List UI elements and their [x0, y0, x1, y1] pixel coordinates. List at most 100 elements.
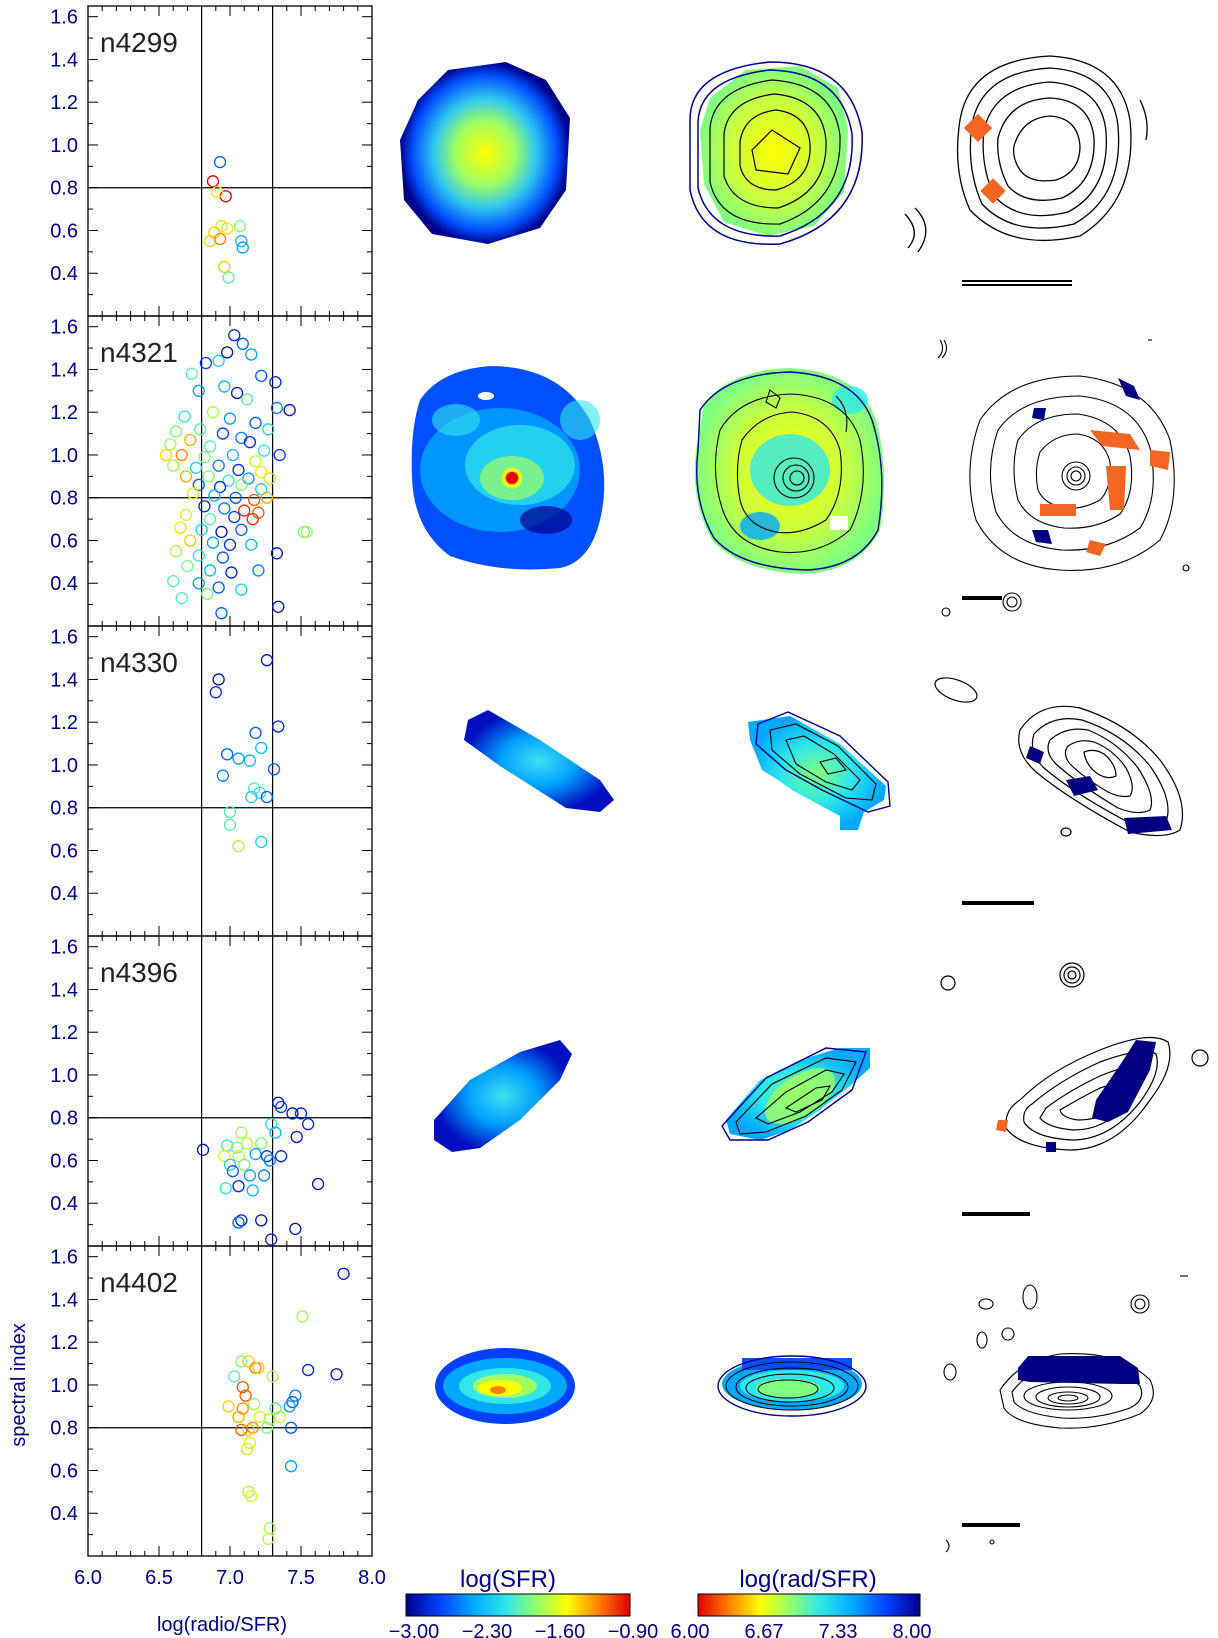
- steep-region-n4321b: [1106, 466, 1126, 510]
- data-point: [221, 222, 234, 235]
- data-point: [203, 235, 217, 248]
- data-point: [192, 478, 205, 492]
- data-point: [238, 504, 251, 517]
- data-point: [235, 1423, 248, 1437]
- data-point: [206, 536, 220, 549]
- contour-map-n4402: [943, 1275, 1188, 1553]
- galaxy-label: n4330: [100, 647, 178, 678]
- data-point: [215, 607, 228, 620]
- scatter-panel-n4299: 0.4 0.6 0.8 1.0 1.2 1.4 1.6 n4299: [50, 5, 373, 317]
- steep-region-n4396: [996, 1120, 1008, 1132]
- data-point: [265, 1117, 278, 1131]
- data-point: [294, 1107, 308, 1120]
- data-point: [246, 512, 259, 526]
- data-point: [235, 1355, 248, 1368]
- data-point: [289, 1222, 302, 1236]
- data-point: [232, 1150, 245, 1163]
- data-point: [229, 491, 242, 504]
- colorbar-radio-sfr-tick-3: 8.00: [893, 1621, 932, 1638]
- data-point: [266, 1370, 279, 1383]
- data-point: [230, 386, 244, 400]
- data-point: [184, 534, 197, 547]
- data-point: [202, 470, 215, 483]
- data-point: [245, 790, 258, 804]
- data-point: [245, 348, 258, 361]
- y-tick-label: 0.4: [50, 1503, 78, 1525]
- flat-region-n4321c: [1032, 408, 1046, 420]
- data-point: [232, 1179, 245, 1193]
- data-point: [257, 1169, 271, 1182]
- colorbar-sfr-label: log(SFR): [460, 1566, 556, 1593]
- y-tick-label: 0.8: [50, 798, 78, 820]
- data-point: [245, 1489, 258, 1503]
- colorbar-radio-sfr-tick-0: 6.00: [671, 1621, 710, 1638]
- data-point: [243, 1169, 257, 1182]
- data-point: [184, 433, 197, 447]
- y-tick-label: 1.6: [50, 7, 78, 29]
- data-point: [240, 1137, 254, 1150]
- data-point: [164, 438, 177, 451]
- data-point: [203, 564, 217, 577]
- data-point: [206, 175, 220, 188]
- y-tick-label: 1.0: [50, 135, 78, 157]
- colorbar-radio-sfr-tick-1: 6.67: [745, 1621, 784, 1638]
- data-point: [201, 587, 214, 601]
- data-point: [226, 448, 239, 462]
- data-point: [235, 523, 248, 536]
- data-point: [219, 1182, 232, 1195]
- data-point: [212, 673, 225, 686]
- scatter-panel-n4402: 0.4 0.6 0.8 1.0 1.2 1.4 1.6 n4402 6.0 6.5 7.0 7.5 8.…: [50, 1245, 386, 1589]
- radio-sfr-map-n4330: [748, 711, 891, 830]
- data-point: [284, 1460, 298, 1473]
- colorbar-sfr: log(SFR) −3.00 −2.30 −1.60 −0.90: [389, 1566, 659, 1638]
- data-point: [249, 1361, 262, 1375]
- data-point: [208, 489, 221, 502]
- data-point: [260, 654, 274, 667]
- steep-region-n4321a: [1090, 430, 1140, 450]
- data-point: [242, 472, 255, 485]
- data-point: [311, 1177, 325, 1191]
- data-point: [236, 1402, 249, 1415]
- data-point: [203, 512, 217, 526]
- galaxy-label: n4402: [100, 1267, 178, 1298]
- data-point: [232, 752, 245, 765]
- data-point: [192, 549, 205, 562]
- data-point: [223, 1158, 237, 1171]
- data-point: [236, 1380, 249, 1394]
- data-point: [223, 538, 237, 551]
- y-tick-label: 0.6: [50, 1150, 78, 1172]
- data-point: [206, 406, 220, 419]
- y-tick-label: 0.6: [50, 840, 78, 862]
- colorbar-sfr-tick-2: −1.60: [535, 1621, 586, 1638]
- data-point: [246, 1184, 259, 1197]
- data-point: [267, 763, 281, 776]
- data-point: [286, 1107, 299, 1120]
- data-point: [273, 1410, 286, 1424]
- data-point: [159, 448, 173, 462]
- data-point: [263, 472, 276, 485]
- data-point: [255, 483, 268, 496]
- sfr-map-n4321: [411, 366, 605, 570]
- data-point: [243, 754, 257, 767]
- data-point: [235, 478, 248, 492]
- sfr-map-n4330: [464, 710, 614, 812]
- y-tick-label: 1.4: [50, 669, 78, 691]
- flat-region-n4321b: [1032, 530, 1052, 544]
- data-point: [223, 818, 237, 831]
- data-point: [255, 835, 268, 849]
- data-point: [216, 769, 230, 782]
- data-point: [232, 463, 245, 477]
- data-point: [167, 574, 180, 588]
- contour-map-n4396: [940, 962, 1209, 1216]
- data-point: [212, 459, 225, 472]
- colorbar-radio-sfr-tick-2: 7.33: [819, 1621, 858, 1638]
- data-point: [195, 523, 208, 536]
- galaxy-label: n4321: [100, 337, 178, 368]
- data-point: [228, 1370, 241, 1383]
- y-tick-label: 1.0: [50, 1375, 78, 1397]
- colorbar-sfr-tick-0: −3.00: [389, 1621, 440, 1638]
- data-point: [255, 465, 268, 479]
- data-point: [194, 423, 207, 436]
- data-point: [169, 425, 183, 438]
